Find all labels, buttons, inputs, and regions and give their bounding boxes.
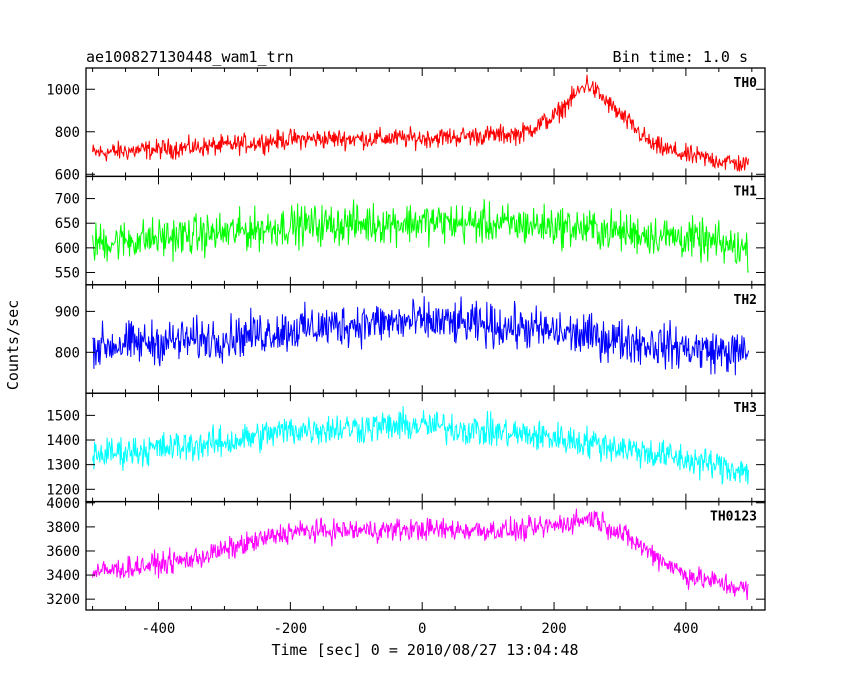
y-tick-label: 600 [55,167,80,183]
x-axis: -400 -200 0 200 400 [142,621,699,637]
panel-label: TH3 [734,401,757,416]
y-tick-label: 600 [55,241,80,257]
y-tick-label: 4000 [46,496,80,512]
x-tick-label: 400 [673,621,698,637]
y-tick-label: 1000 [46,82,80,98]
series-line-th0123 [92,508,749,601]
x-tick-label: -400 [142,621,176,637]
x-tick-label: 0 [418,621,426,637]
panel-th2: 800 900 TH2 [55,284,766,394]
panel-th3: 1200 1300 1400 1500 TH3 [46,392,766,503]
panel-label: TH1 [734,184,758,199]
y-tick-label: 800 [55,345,80,361]
y-tick-label: 3400 [46,568,80,584]
x-tick-label: -200 [273,621,307,637]
chart-title: ae100827130448_wam1_trn [86,48,294,66]
y-axis-label: Counts/sec [4,300,22,390]
panels: 600 800 1000 TH0 550 600 650 700 TH1 800 900 TH2 120… [46,67,766,611]
panel-label: TH0123 [710,510,757,525]
series-line-th1 [92,199,749,273]
y-tick-label: 900 [55,304,80,320]
y-tick-label: 3200 [46,592,80,608]
x-axis-label: Time [sec] 0 = 2010/08/27 13:04:48 [271,641,578,659]
y-tick-label: 1300 [46,458,80,474]
panel-label: TH2 [734,293,757,308]
panel-frame [85,67,766,178]
y-tick-label: 3600 [46,544,80,560]
series-line-th0 [92,74,750,172]
series-line-th3 [92,406,750,485]
panel-th0: 600 800 1000 TH0 [46,67,766,183]
y-tick-label: 1400 [46,433,80,449]
x-tick-label: 200 [541,621,566,637]
panel-label: TH0 [734,76,758,91]
y-tick-label: 700 [55,192,80,208]
panel-th0123: 3200 3400 3600 3800 4000 TH0123 [46,496,766,611]
panel-frame [85,500,766,611]
y-tick-label: 1500 [46,408,80,424]
y-tick-label: 800 [55,125,80,141]
y-tick-label: 3800 [46,520,80,536]
y-tick-label: 1200 [46,482,80,498]
bin-time-label: Bin time: 1.0 s [613,48,748,66]
series-line-th2 [92,296,750,376]
y-tick-label: 650 [55,216,80,232]
panel-th1: 550 600 650 700 TH1 [55,175,766,286]
y-tick-label: 550 [55,265,80,281]
